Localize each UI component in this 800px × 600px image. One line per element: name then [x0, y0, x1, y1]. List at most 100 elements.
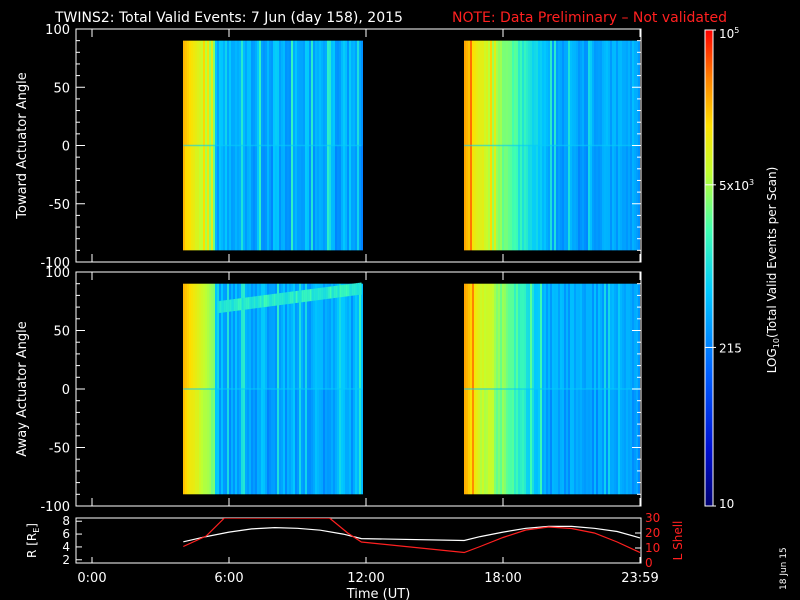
heatmap-cell [267, 145, 269, 251]
heatmap-cell [311, 145, 313, 251]
heatmap-cell [598, 283, 600, 389]
heatmap-cell [500, 145, 502, 251]
heatmap-cell [249, 389, 251, 495]
heatmap-cell [299, 389, 301, 495]
heatmap-cell [283, 283, 285, 389]
colorbar-tick-label: 10 [719, 497, 734, 511]
heatmap-cell [323, 283, 325, 389]
heatmap-cell [524, 145, 526, 251]
heatmap-cell [331, 40, 333, 146]
heatmap-cell [299, 283, 301, 389]
heatmap-cell [211, 145, 213, 251]
enhanced-band-cell [349, 283, 352, 296]
heatmap-cell [261, 389, 263, 495]
heatmap-cell [536, 145, 538, 251]
heatmap-cell [327, 145, 329, 251]
heatmap-cell [536, 40, 538, 146]
heatmap-cell [480, 40, 482, 146]
y-axis-label: Away Actuator Angle [15, 321, 30, 456]
heatmap-cell [205, 40, 207, 146]
heatmap-cell [610, 40, 612, 146]
heatmap-cell [522, 389, 524, 495]
heatmap-cell [187, 283, 189, 389]
radius-series-line [183, 525, 641, 543]
heatmap-cell [197, 389, 199, 495]
heatmap-cell [492, 389, 494, 495]
heatmap-cell [241, 40, 243, 146]
enhanced-band-cell [339, 285, 342, 298]
enhanced-band-cell [251, 296, 254, 309]
heatmap-cell [201, 40, 203, 146]
heatmap-cell [251, 283, 253, 389]
enhanced-band-cell [345, 284, 348, 297]
heatmap-cell [305, 145, 307, 251]
heatmap-cell [359, 283, 361, 389]
heatmap-cell [618, 283, 620, 389]
heatmap-cell [574, 283, 576, 389]
heatmap-cell [197, 145, 199, 251]
heatmap-cell [600, 283, 602, 389]
heatmap-cell [307, 389, 309, 495]
heatmap-cell [566, 389, 568, 495]
heatmap-cell [197, 40, 199, 146]
heatmap-cell [500, 283, 502, 389]
heatmap-cell [506, 145, 508, 251]
enhanced-band-cell [271, 294, 274, 307]
heatmap-cell [550, 145, 552, 251]
heatmap-cell [273, 283, 275, 389]
heatmap-cell [610, 145, 612, 251]
heatmap-cell [213, 145, 215, 251]
heatmap-cell [281, 389, 283, 495]
heatmap-cell [530, 389, 532, 495]
heatmap-cell [223, 145, 225, 251]
heatmap-cell [468, 40, 470, 146]
heatmap-cell [554, 283, 556, 389]
heatmap-cell [552, 389, 554, 495]
heatmap-cell [203, 40, 205, 146]
heatmap-cell [562, 389, 564, 495]
heatmap-cell [600, 40, 602, 146]
heatmap-cell [193, 283, 195, 389]
heatmap-cell [267, 389, 269, 495]
heatmap-cell [626, 40, 628, 146]
heatmap-cell [550, 389, 552, 495]
heatmap-cell [578, 283, 580, 389]
heatmap-cell [279, 145, 281, 251]
heatmap-cell [301, 145, 303, 251]
heatmap-cell [339, 283, 341, 389]
heatmap-cell [634, 145, 636, 251]
heatmap-cell [259, 283, 261, 389]
heatmap-cell [490, 283, 492, 389]
heatmap-cell [638, 145, 640, 251]
heatmap-cell [185, 40, 187, 146]
enhanced-band-cell [313, 288, 316, 301]
heatmap-cell [626, 145, 628, 251]
heatmap-cell [303, 389, 305, 495]
heatmap-cell [353, 389, 355, 495]
heatmap-cell [510, 145, 512, 251]
heatmap-cell [359, 389, 361, 495]
heatmap-cell [504, 283, 506, 389]
heatmap-cell [237, 145, 239, 251]
heatmap-cell [359, 40, 361, 146]
heatmap-cell [502, 389, 504, 495]
enhanced-band-cell [233, 299, 236, 312]
x-tick-label: 23:59 [621, 571, 658, 586]
heatmap-cell [245, 40, 247, 146]
heatmap-cell [478, 40, 480, 146]
heatmap-cell [584, 283, 586, 389]
heatmap-cell [331, 145, 333, 251]
heatmap-cell [207, 40, 209, 146]
heatmap-cell [638, 283, 640, 389]
heatmap-cell [245, 283, 247, 389]
heatmap-cell [319, 145, 321, 251]
heatmap-cell [321, 389, 323, 495]
colorbar-tick-label: 215 [719, 341, 742, 355]
heatmap-cell [574, 40, 576, 146]
heatmap-cell [349, 145, 351, 251]
heatmap-cell [291, 145, 293, 251]
heatmap-cell [297, 283, 299, 389]
heatmap-cell [582, 40, 584, 146]
heatmap-cell [570, 145, 572, 251]
heatmap-cell [271, 145, 273, 251]
